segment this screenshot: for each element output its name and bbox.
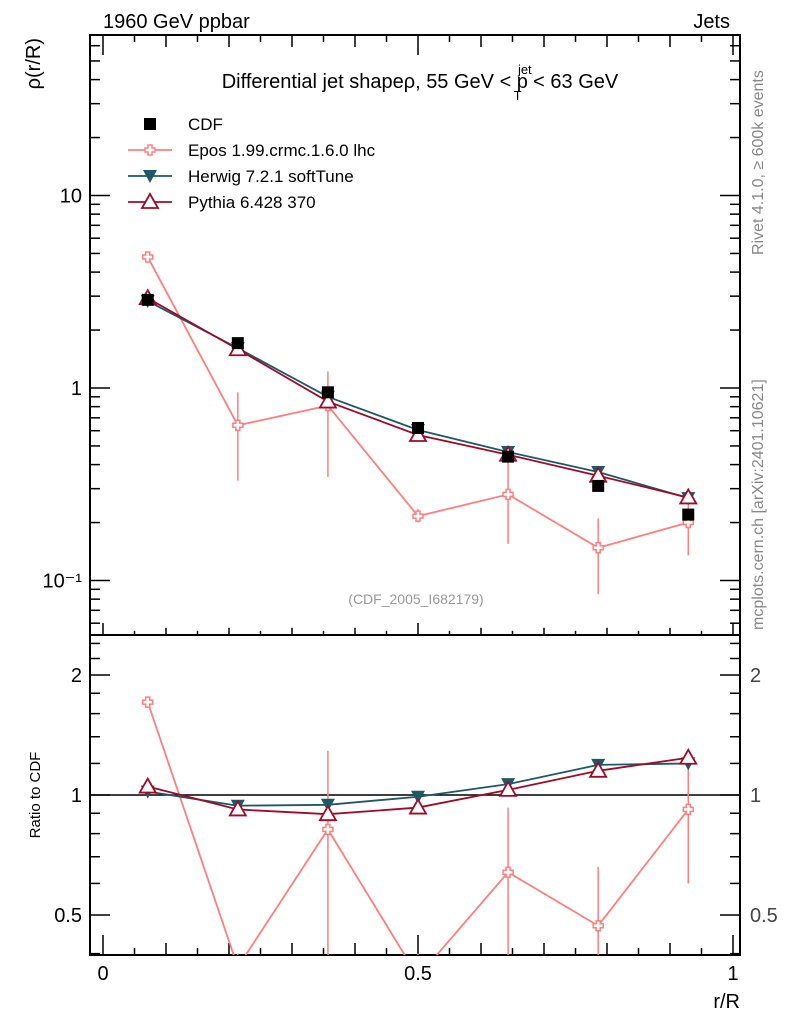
pythia-ratio-point [228,799,248,817]
epos-line [146,256,689,549]
legend-label-pythia: Pythia 6.428 370 [188,193,316,212]
cdf-point [141,293,154,306]
epos-ratio-point [682,803,695,816]
pythia-ratio-point [588,760,608,778]
epos-ratio-point [233,962,243,972]
legend-label-epos: Epos 1.99.crmc.1.6.0 lhc [188,141,376,160]
title-sub: T [514,88,522,103]
x-tick-label: 0.5 [404,963,432,985]
x-tick-label: 0 [97,963,108,985]
cdf-point [321,386,334,399]
y-axis-label: ρ(r/R) [23,38,45,89]
legend-label-cdf: CDF [188,115,223,134]
title-sup: jet [517,62,532,77]
legend-marker-herwig [143,170,157,183]
epos-point [232,419,244,432]
legend-marker-pythia [140,192,160,209]
x-tick-label: 1 [727,963,738,985]
pythia-point [408,425,428,442]
ratio-tick-label: 1 [71,785,82,807]
epos-ratio-point [592,919,604,932]
header-right: Jets [693,11,730,33]
legend-marker-epos [144,144,156,156]
epos-point [141,251,154,263]
epos-point [502,488,514,501]
pythia-point [318,391,338,409]
y-tick-label: 10⁻¹ [43,571,83,593]
epos-point [412,510,424,522]
legend-marker-cdf [144,118,156,130]
epos-ratio-point [141,696,154,708]
epos-point [592,541,604,554]
cdf-point [231,337,244,350]
chart-title: Differential jet shapeρ, 55 GeV < pjet T … [222,62,619,103]
herwig-ratio-point [411,790,425,804]
ratio-tick-label: 2 [71,665,82,687]
cdf-point [412,421,424,434]
x-axis-label: r/R [713,991,740,1013]
mcplots-label: mcplots.cern.ch [arXiv:2401.10621] [750,379,767,630]
ratio-tick-label: 0.5 [54,905,82,927]
cdf-point [502,450,515,463]
main-panel [138,251,698,595]
analysis-id: (CDF_2005_I682179) [348,591,483,607]
ratio-panel [138,696,698,972]
pythia-ratio-point [408,797,428,815]
ratio-tick-label-right: 0.5 [750,905,778,927]
y-tick-label: 1 [71,378,82,400]
rivet-label: Rivet 4.1.0, ≥ 600k events [750,70,767,255]
pythia-ratio-point [498,780,518,797]
herwig-line [147,300,689,499]
pythia-ratio-point [678,747,698,765]
cdf-point [592,479,605,492]
title-main: Differential jet shapeρ, 55 GeV < p [222,71,528,93]
pythia-point [678,487,698,505]
ratio-tick-label-right: 2 [750,665,761,687]
pythia-ratio-point [138,776,158,794]
epos-ratio-point [502,866,514,879]
title-tail: < 63 GeV [528,71,619,93]
header-left: 1960 GeV ppbar [103,11,250,33]
pythia-line [147,297,689,499]
ratio-y-axis-label: Ratio to CDF [27,752,44,839]
y-tick-label: 10 [60,186,82,208]
epos-ratio-point [322,823,334,836]
pythia-ratio-point [318,804,338,822]
cdf-point [682,508,695,521]
ratio-tick-label-right: 1 [750,785,761,807]
legend-label-herwig: Herwig 7.2.1 softTune [188,167,354,186]
